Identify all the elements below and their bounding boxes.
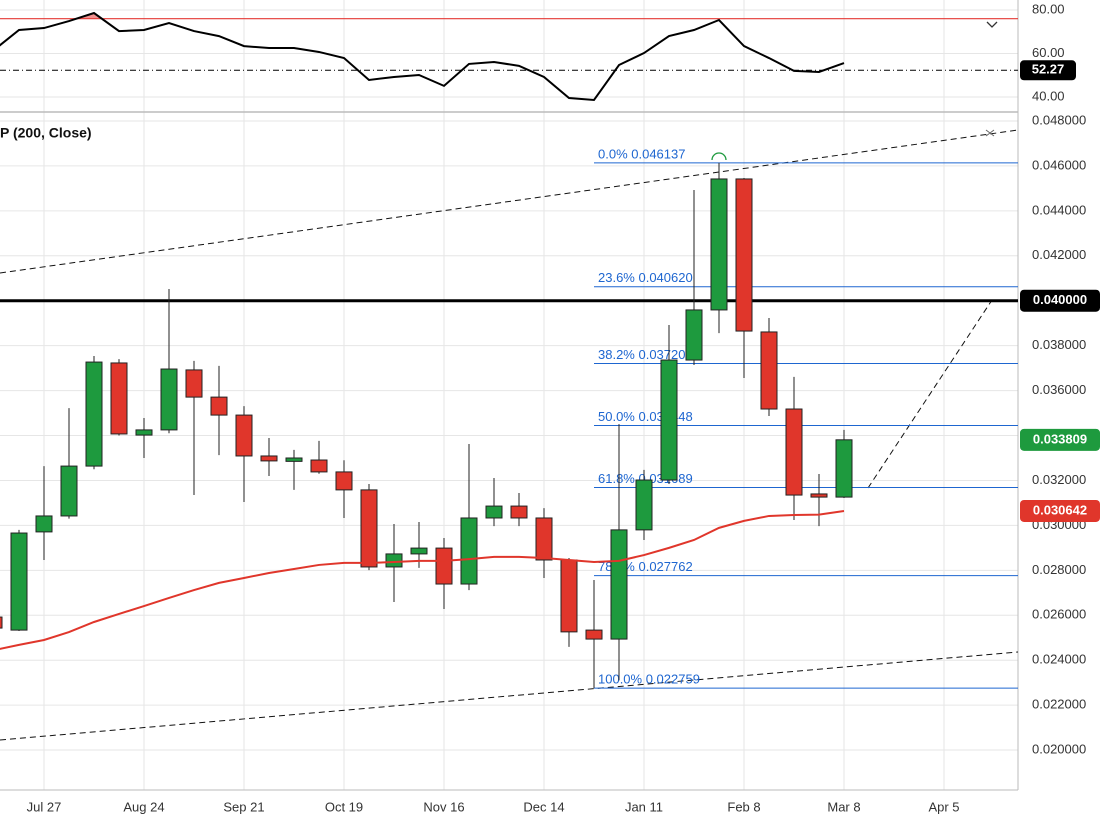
x-tick-label: Aug 24 bbox=[123, 799, 164, 814]
y-tick-label: 0.044000 bbox=[1032, 202, 1086, 217]
x-tick-label: Jan 11 bbox=[625, 799, 663, 814]
candle-body bbox=[135, 429, 153, 436]
collapse-button[interactable] bbox=[986, 21, 998, 28]
candle-body bbox=[285, 457, 303, 462]
y-tick-label: 0.038000 bbox=[1032, 337, 1086, 352]
y-tick-label: 60.00 bbox=[1032, 45, 1065, 60]
candle-body bbox=[360, 489, 378, 568]
price-panel: 0.0% 0.046137 23.6% 0.040620 38.2% 0.03720… bbox=[0, 146, 1018, 689]
x-tick-label: Nov 16 bbox=[423, 799, 464, 814]
price-tag bbox=[1020, 428, 1100, 451]
x-tick-label: Sep 21 bbox=[223, 799, 264, 814]
candle-body bbox=[535, 517, 553, 561]
y-tick-label: 0.024000 bbox=[1032, 652, 1086, 667]
candle-body bbox=[160, 368, 178, 431]
candle-body bbox=[760, 331, 778, 410]
candle-body bbox=[385, 553, 403, 568]
candle-body bbox=[0, 616, 3, 629]
x-tick-label: Oct 19 bbox=[325, 799, 363, 814]
candle-body bbox=[410, 547, 428, 555]
y-tick-label: 0.028000 bbox=[1032, 562, 1086, 577]
candle-body bbox=[435, 547, 453, 585]
candle-body bbox=[810, 493, 828, 498]
candle-body bbox=[260, 455, 278, 462]
y-tick-label: 0.022000 bbox=[1032, 697, 1086, 712]
indicator-label: P (200, Close) bbox=[0, 125, 92, 141]
y-tick-label: 0.026000 bbox=[1032, 607, 1086, 622]
y-tick-label: 0.032000 bbox=[1032, 472, 1086, 487]
rsi-panel bbox=[0, 11, 1018, 102]
fib-label: 50.0% 0.034448 bbox=[598, 409, 693, 424]
y-tick-label: 0.048000 bbox=[1032, 112, 1086, 127]
y-tick-label: 80.00 bbox=[1032, 1, 1065, 16]
y-tick-label: 40.00 bbox=[1032, 88, 1065, 103]
fib-label: 38.2% 0.037206 bbox=[598, 347, 693, 362]
candle-body bbox=[85, 361, 103, 467]
candle-body bbox=[610, 529, 628, 640]
y-tick-label: 0.042000 bbox=[1032, 247, 1086, 262]
price-tag bbox=[1020, 289, 1100, 312]
candle-body bbox=[235, 414, 253, 457]
close-button[interactable] bbox=[985, 129, 995, 137]
moving-average-line bbox=[0, 509, 845, 650]
candle-body bbox=[560, 559, 578, 633]
y-tick-label: 0.036000 bbox=[1032, 382, 1086, 397]
high-marker bbox=[711, 152, 727, 161]
price-tag-label: 52.27 bbox=[1032, 62, 1065, 77]
price-tag-label: 0.030642 bbox=[1033, 502, 1087, 517]
candle-body bbox=[60, 465, 78, 517]
grid bbox=[0, 0, 1018, 790]
price-tag-label: 0.040000 bbox=[1033, 292, 1087, 307]
candle-body bbox=[485, 505, 503, 519]
candle-body bbox=[785, 408, 803, 496]
price-tag-label: 0.033809 bbox=[1033, 431, 1087, 446]
price-tag bbox=[1020, 60, 1076, 81]
x-tick-label: Jul 27 bbox=[27, 799, 62, 814]
candle-body bbox=[510, 505, 528, 519]
price-tag bbox=[1020, 499, 1100, 522]
candle-body bbox=[185, 369, 203, 398]
candle-body bbox=[585, 629, 603, 640]
x-tick-label: Feb 8 bbox=[727, 799, 760, 814]
x-tick-label: Dec 14 bbox=[523, 799, 564, 814]
fib-label: 100.0% 0.022759 bbox=[598, 672, 700, 687]
candle-body bbox=[660, 359, 678, 481]
x-tick-label: Mar 8 bbox=[827, 799, 860, 814]
axes: 80.00 60.00 40.00 52.27 0.048000 0.046000 0.04… bbox=[27, 1, 1100, 814]
trend-line bbox=[0, 129, 1018, 274]
candle-body bbox=[710, 178, 728, 311]
candle-body bbox=[10, 532, 28, 631]
candle-body bbox=[685, 309, 703, 361]
candle-body bbox=[210, 396, 228, 416]
candle-body bbox=[735, 178, 753, 332]
candle-body bbox=[110, 362, 128, 435]
y-tick-label: 0.020000 bbox=[1032, 741, 1086, 756]
trend-line bbox=[0, 651, 1018, 741]
fib-label: 23.6% 0.040620 bbox=[598, 270, 693, 285]
candle-body bbox=[835, 439, 853, 498]
candle-body bbox=[460, 517, 478, 585]
candle-body bbox=[310, 459, 328, 473]
fib-label: 0.0% 0.046137 bbox=[598, 146, 685, 161]
x-tick-label: Apr 5 bbox=[928, 799, 959, 814]
trend-line bbox=[867, 299, 993, 489]
candle-body bbox=[635, 479, 653, 531]
drawings bbox=[0, 129, 1018, 741]
candle-body bbox=[335, 471, 353, 491]
rsi-line bbox=[0, 11, 845, 102]
y-tick-label: 0.046000 bbox=[1032, 157, 1086, 172]
candle-body bbox=[35, 515, 53, 533]
